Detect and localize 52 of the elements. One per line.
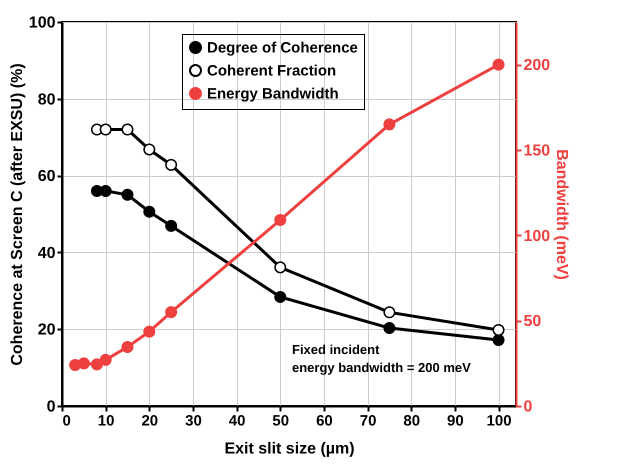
y2-tick-label: 50 bbox=[524, 313, 542, 330]
point bbox=[100, 124, 112, 136]
x-tick-label: 20 bbox=[141, 412, 158, 430]
x-tick-label: 100 bbox=[486, 412, 512, 430]
point bbox=[383, 322, 396, 334]
annotation: Fixed incident energy bandwidth = 200 meV bbox=[292, 342, 472, 375]
x-tick-label: 10 bbox=[98, 412, 114, 430]
x-tick-label: 30 bbox=[185, 412, 202, 430]
x-tick-label: 50 bbox=[272, 412, 290, 430]
point bbox=[78, 357, 90, 370]
point bbox=[165, 158, 178, 171]
point bbox=[143, 326, 156, 338]
point bbox=[121, 188, 134, 201]
y2-tick-label: 200 bbox=[524, 57, 550, 74]
point bbox=[274, 290, 286, 303]
y-tick-label: 100 bbox=[28, 14, 56, 32]
x-axis-title: Exit slit size (µm) bbox=[224, 440, 355, 458]
point bbox=[274, 261, 286, 274]
y-tick-label: 40 bbox=[38, 244, 56, 262]
legend-label: Coherent Fraction bbox=[207, 62, 336, 80]
point bbox=[90, 358, 103, 370]
point bbox=[100, 184, 112, 197]
y-tick-label: 20 bbox=[38, 322, 56, 339]
point bbox=[274, 214, 286, 226]
point bbox=[165, 306, 178, 318]
y-tick-label: 0 bbox=[46, 398, 56, 416]
point bbox=[121, 340, 134, 353]
point bbox=[165, 220, 178, 232]
y2-tick-label: 100 bbox=[524, 228, 550, 245]
y-tick-label: 60 bbox=[38, 168, 56, 186]
x-tick-label: 40 bbox=[228, 412, 246, 430]
x-tick-label: 80 bbox=[403, 412, 420, 430]
point bbox=[100, 354, 112, 366]
point bbox=[492, 334, 505, 346]
y2-tick-label: 150 bbox=[524, 142, 550, 160]
point bbox=[492, 58, 505, 71]
x-tick-label: 70 bbox=[360, 412, 376, 430]
y2-tick-label: 0 bbox=[524, 398, 532, 416]
point bbox=[492, 324, 505, 336]
point bbox=[121, 124, 134, 136]
point bbox=[143, 206, 156, 218]
y2-axis-title: Bandwidth (meV) bbox=[553, 149, 570, 280]
y-tick-label: 80 bbox=[38, 91, 56, 108]
point bbox=[383, 118, 396, 130]
point bbox=[383, 306, 396, 318]
x-tick-label: 60 bbox=[316, 412, 333, 430]
x-tick-label: 0 bbox=[62, 412, 71, 430]
y-axis-title: Coherence at Screen C (after EXSU) (%) bbox=[8, 63, 26, 366]
legend-label: Energy Bandwidth bbox=[207, 86, 339, 102]
legend-label: Degree of Coherence bbox=[207, 40, 358, 56]
x-tick-label: 90 bbox=[447, 412, 464, 430]
point bbox=[143, 144, 156, 156]
